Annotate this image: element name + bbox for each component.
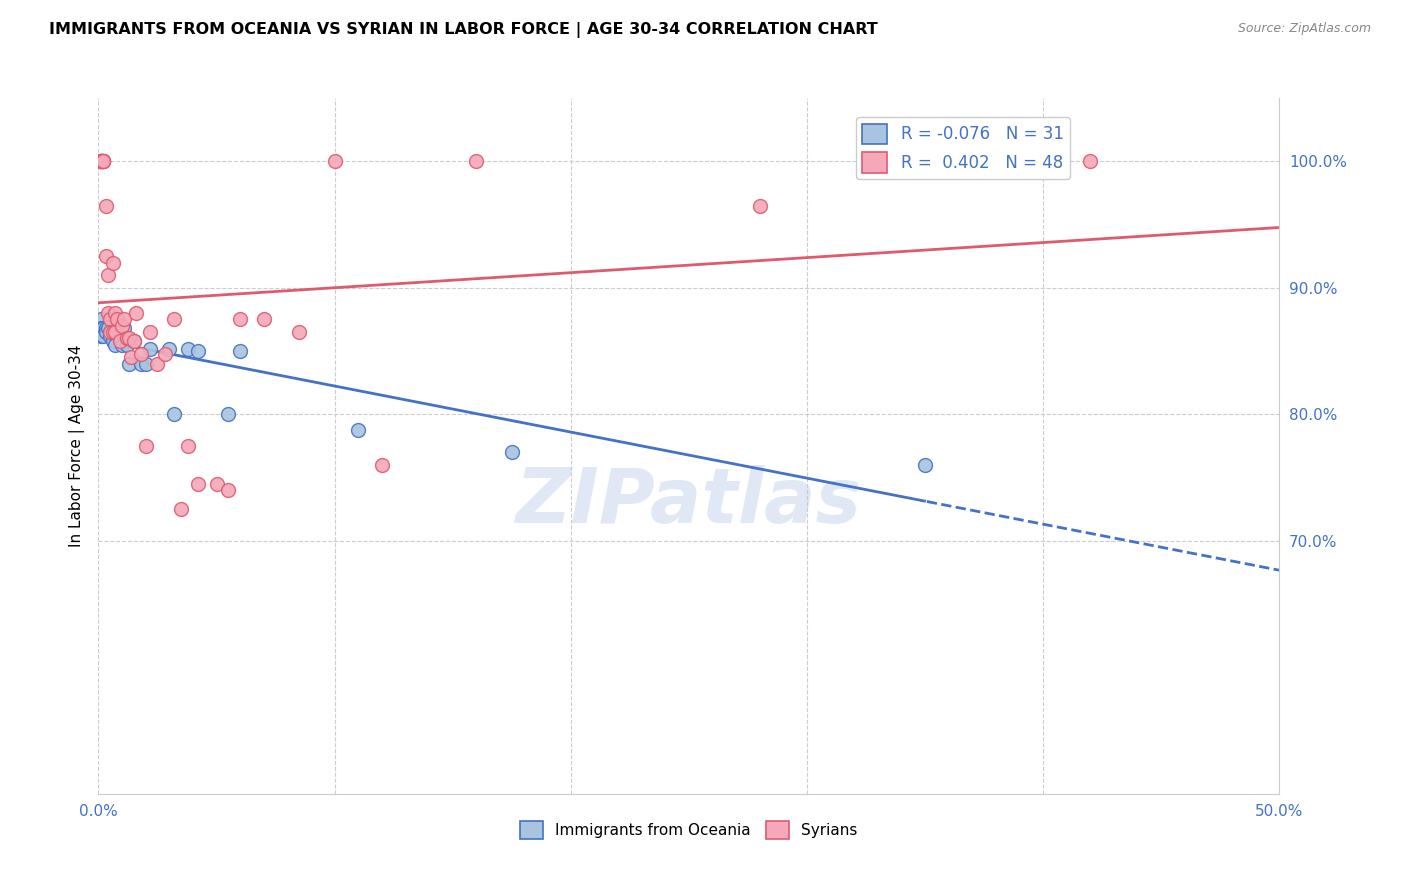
Point [177, 439, 200, 453]
Point [91, 154, 114, 169]
Point [135, 357, 157, 371]
Point [94, 249, 117, 263]
Y-axis label: In Labor Force | Age 30-34: In Labor Force | Age 30-34 [69, 344, 84, 548]
Point [90, 154, 112, 169]
Point [104, 325, 127, 339]
Point [94, 321, 117, 335]
Point [187, 344, 209, 359]
Point [118, 357, 141, 371]
Point [98, 325, 121, 339]
Point [111, 338, 134, 352]
Point [118, 331, 141, 345]
Point [101, 255, 124, 269]
Point [104, 338, 127, 352]
Point [90, 329, 112, 343]
Point [90, 154, 112, 169]
Point [94, 199, 117, 213]
Point [97, 268, 120, 283]
Point [465, 154, 488, 169]
Point [1080, 154, 1102, 169]
Point [101, 334, 124, 348]
Point [94, 325, 117, 339]
Point [914, 458, 936, 472]
Point [163, 408, 186, 422]
Point [122, 334, 145, 348]
Point [253, 312, 276, 326]
Point [91, 154, 114, 169]
Point [105, 321, 128, 335]
Point [177, 342, 200, 356]
Point [90, 154, 112, 169]
Point [153, 346, 176, 360]
Point [104, 306, 127, 320]
Point [217, 408, 239, 422]
Point [122, 334, 145, 348]
Point [347, 423, 370, 437]
Point [501, 445, 523, 459]
Point [323, 154, 346, 169]
Legend: Immigrants from Oceania, Syrians: Immigrants from Oceania, Syrians [515, 814, 863, 846]
Point [163, 312, 186, 326]
Text: Source: ZipAtlas.com: Source: ZipAtlas.com [1237, 22, 1371, 36]
Point [90, 312, 112, 326]
Point [90, 154, 112, 169]
Point [371, 458, 394, 472]
Point [112, 321, 135, 335]
Point [115, 331, 138, 345]
Point [157, 342, 180, 356]
Point [97, 321, 120, 335]
Text: IMMIGRANTS FROM OCEANIA VS SYRIAN IN LABOR FORCE | AGE 30-34 CORRELATION CHART: IMMIGRANTS FROM OCEANIA VS SYRIAN IN LAB… [49, 22, 877, 38]
Point [217, 483, 239, 498]
Point [129, 357, 152, 371]
Point [112, 312, 135, 326]
Point [121, 351, 143, 365]
Point [205, 477, 228, 491]
Point [98, 312, 121, 326]
Point [748, 199, 770, 213]
Point [108, 334, 131, 348]
Point [90, 154, 112, 169]
Point [98, 329, 121, 343]
Point [135, 439, 157, 453]
Point [115, 338, 138, 352]
Point [170, 502, 193, 516]
Point [91, 154, 114, 169]
Point [91, 329, 114, 343]
Point [129, 346, 152, 360]
Point [108, 331, 131, 345]
Point [139, 325, 162, 339]
Point [146, 357, 169, 371]
Point [229, 312, 252, 326]
Point [111, 318, 134, 333]
Point [229, 344, 252, 359]
Point [97, 306, 120, 320]
Point [288, 325, 311, 339]
Point [105, 312, 128, 326]
Point [91, 154, 114, 169]
Point [91, 321, 114, 335]
Point [101, 325, 124, 339]
Point [90, 321, 112, 335]
Text: ZIPatlas: ZIPatlas [516, 465, 862, 539]
Point [98, 325, 121, 339]
Point [187, 477, 209, 491]
Point [125, 306, 148, 320]
Point [91, 154, 114, 169]
Point [139, 342, 162, 356]
